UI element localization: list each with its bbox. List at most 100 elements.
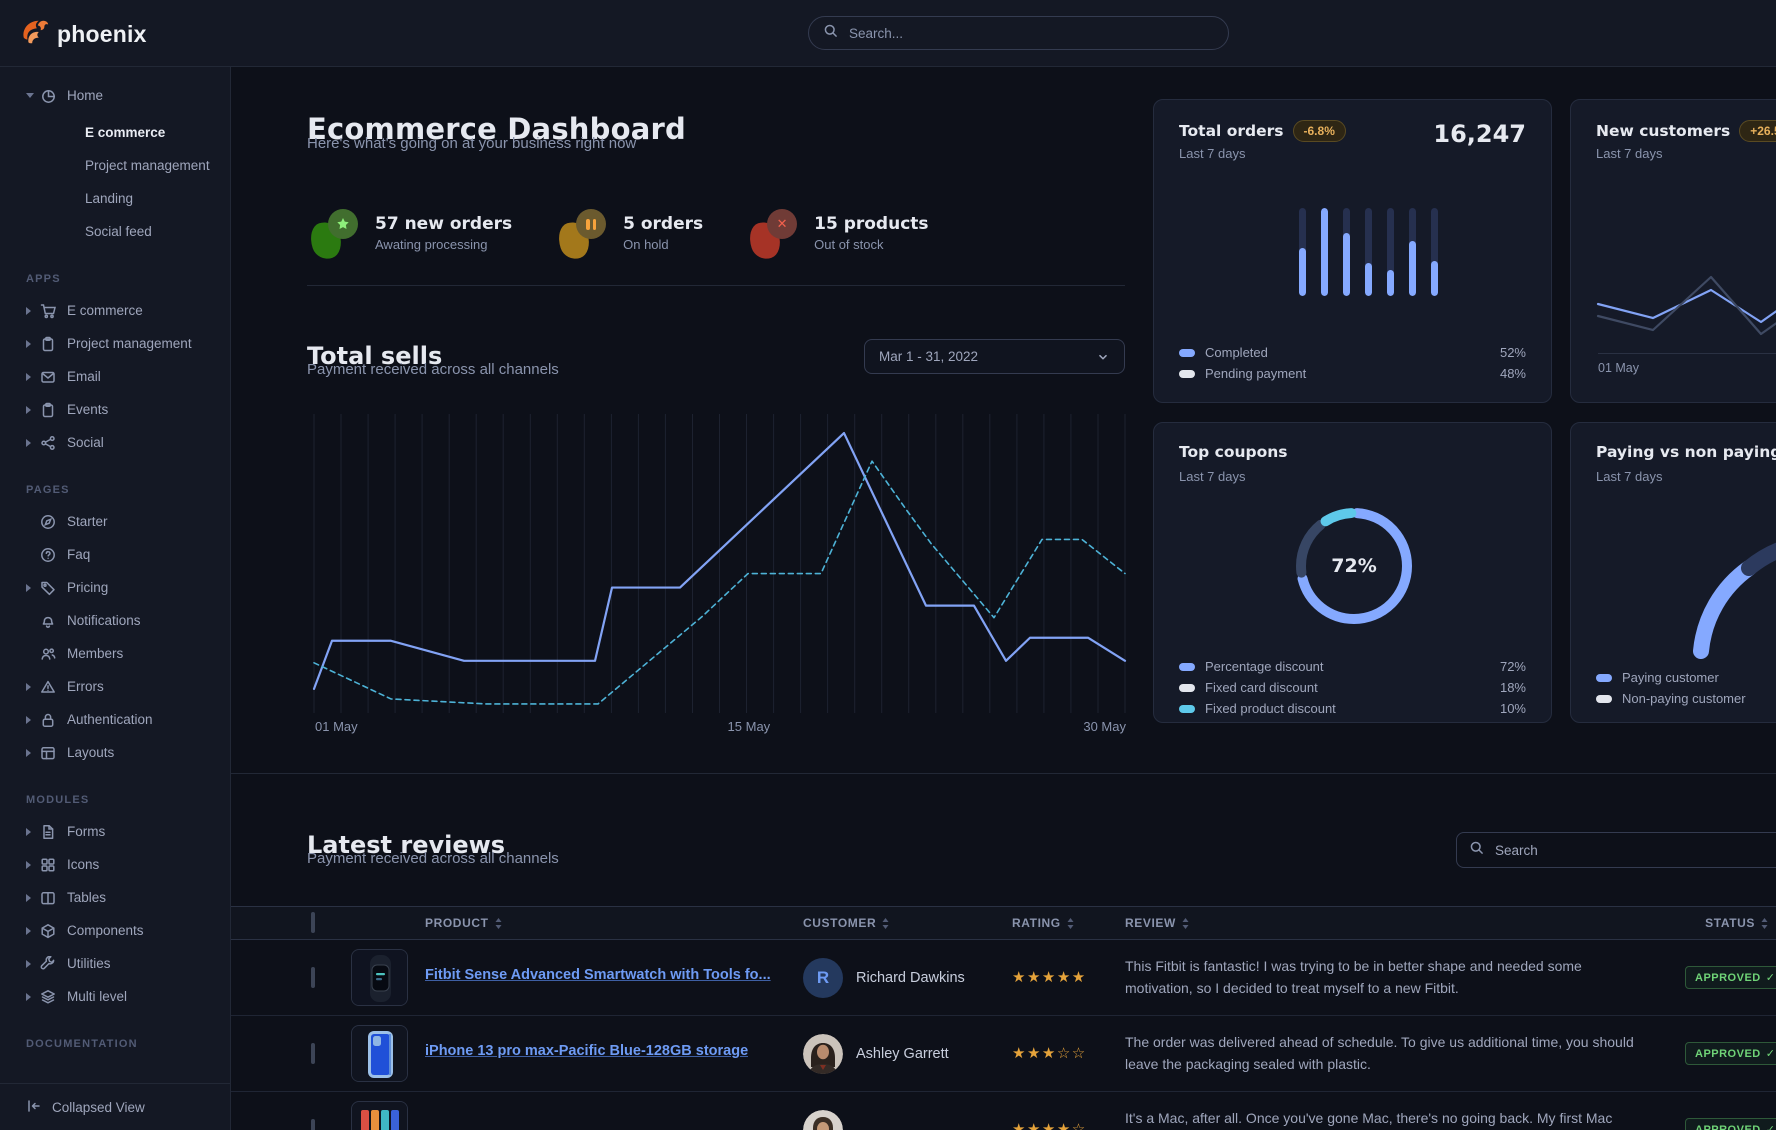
sidebar-item-label: Starter xyxy=(67,514,108,529)
global-search-input[interactable] xyxy=(847,24,1214,42)
sidebar-item-email[interactable]: Email xyxy=(0,360,230,393)
x-tick: 15 May xyxy=(727,719,771,734)
row-checkbox[interactable] xyxy=(311,1042,315,1064)
star-icon xyxy=(306,207,362,263)
sort-icon xyxy=(1182,917,1189,929)
legend-value: 48% xyxy=(1499,366,1526,381)
stat-caption: On hold xyxy=(623,237,669,252)
column-header-rating[interactable]: RATING xyxy=(1012,916,1125,930)
legend-value: 72% xyxy=(1499,659,1526,674)
sidebar-item-label: Members xyxy=(67,646,124,661)
collapse-sidebar-button[interactable]: Collapsed View xyxy=(0,1083,230,1130)
top-coupons-card: Top coupons Last 7 days 72% Percentage d… xyxy=(1153,422,1552,723)
column-header-review[interactable]: REVIEW xyxy=(1125,916,1685,930)
stat-new-orders: 57 new orders Awating processing xyxy=(306,207,512,263)
new-customers-card: New customers +26.5% Last 7 days 01 May xyxy=(1570,99,1776,403)
global-search[interactable] xyxy=(808,16,1229,50)
column-header-customer[interactable]: CUSTOMER xyxy=(803,916,1012,930)
column-header-product[interactable]: PRODUCT xyxy=(425,916,803,930)
divider xyxy=(307,285,1125,286)
sidebar-item-ecommerce-dashboard[interactable]: E commerce xyxy=(85,125,166,140)
sidebar-item-label: Icons xyxy=(67,857,100,872)
pie-chart-icon xyxy=(39,87,56,104)
card-period: Last 7 days xyxy=(1179,469,1246,484)
sidebar-item-label: Utilities xyxy=(67,956,111,971)
sidebar-item-label: Authentication xyxy=(67,712,153,727)
reviews-search[interactable] xyxy=(1456,832,1776,868)
latest-reviews-title: Latest reviews xyxy=(307,830,506,859)
caret-right-icon xyxy=(26,993,38,1001)
sidebar-scroll[interactable]: Home E commerce Project management Landi… xyxy=(0,67,230,1083)
sidebar-item-tables[interactable]: Tables xyxy=(0,881,230,914)
sidebar-item-events[interactable]: Events xyxy=(0,393,230,426)
legend-label: Pending payment xyxy=(1205,366,1307,381)
sort-icon xyxy=(1761,917,1768,929)
card-title: Top coupons xyxy=(1179,443,1288,461)
customer-name: Ashley Garrett xyxy=(856,1045,949,1062)
legend-swatch xyxy=(1179,704,1195,713)
sidebar-item-landing[interactable]: Landing xyxy=(85,191,134,206)
sidebar-item-notifications[interactable]: Notifications xyxy=(0,604,230,637)
row-checkbox[interactable] xyxy=(311,966,315,988)
card-period: Last 7 days xyxy=(1596,469,1663,484)
row-checkbox[interactable] xyxy=(311,1118,315,1130)
legend-value: 52% xyxy=(1499,345,1526,360)
sidebar-item-label: Forms xyxy=(67,824,106,839)
total-sells-title: Total sells xyxy=(307,341,443,370)
sidebar-group-home[interactable]: Home xyxy=(0,79,230,112)
sidebar-item-label: Components xyxy=(67,923,144,938)
sidebar-item-label: E commerce xyxy=(67,303,143,318)
collapse-arrow-icon xyxy=(26,1098,42,1117)
sidebar-item-project-management[interactable]: Project management xyxy=(0,327,230,360)
legend-item: Fixed product discount 10% xyxy=(1179,698,1526,719)
x-icon: ✕ xyxy=(745,207,801,263)
sidebar-item-label: Events xyxy=(67,402,109,417)
caret-right-icon xyxy=(26,584,38,592)
sidebar-item-label: Pricing xyxy=(67,580,109,595)
product-image-fitbit[interactable] xyxy=(351,949,408,1006)
sidebar-item-components[interactable]: Components xyxy=(0,914,230,947)
select-all-checkbox[interactable] xyxy=(311,912,315,933)
reviews-search-input[interactable] xyxy=(1493,841,1773,859)
sidebar-item-social-feed[interactable]: Social feed xyxy=(85,224,152,239)
caret-right-icon xyxy=(26,340,38,348)
sort-icon xyxy=(882,917,889,929)
sidebar-item-utilities[interactable]: Utilities xyxy=(0,947,230,980)
sidebar-item-starter[interactable]: Starter xyxy=(0,505,230,538)
sidebar-section-modules: MODULES xyxy=(26,794,90,806)
sidebar-item-forms[interactable]: Forms xyxy=(0,815,230,848)
tag-icon xyxy=(39,579,56,596)
sort-icon xyxy=(1067,917,1074,929)
sidebar-item-label: Layouts xyxy=(67,745,115,760)
sidebar-item-authentication[interactable]: Authentication xyxy=(0,703,230,736)
legend-swatch xyxy=(1179,662,1195,671)
x-tick: 01 May xyxy=(315,719,358,734)
caret-right-icon xyxy=(26,373,38,381)
sidebar-item-layouts[interactable]: Layouts xyxy=(0,736,230,769)
layout-icon xyxy=(39,744,56,761)
product-link[interactable]: iPhone 13 pro max-Pacific Blue-128GB sto… xyxy=(425,1043,749,1059)
product-link[interactable]: Fitbit Sense Advanced Smartwatch with To… xyxy=(425,967,771,983)
sidebar-item-ecommerce-app[interactable]: E commerce xyxy=(0,294,230,327)
sidebar-item-project-management-dashboard[interactable]: Project management xyxy=(85,158,210,173)
column-header-status[interactable]: STATUS xyxy=(1685,916,1776,930)
sidebar-item-social[interactable]: Social xyxy=(0,426,230,459)
sidebar-item-members[interactable]: Members xyxy=(0,637,230,670)
brand-logo[interactable]: phoenix xyxy=(20,17,147,52)
legend-swatch xyxy=(1596,694,1612,703)
sidebar-item-errors[interactable]: Errors xyxy=(0,670,230,703)
product-image-iphone[interactable] xyxy=(351,1025,408,1082)
sidebar-item-pricing[interactable]: Pricing xyxy=(0,571,230,604)
sidebar-item-faq[interactable]: Faq xyxy=(0,538,230,571)
cube-icon xyxy=(39,922,56,939)
sidebar-item-icons[interactable]: Icons xyxy=(0,848,230,881)
x-axis-line xyxy=(1598,353,1776,354)
caret-right-icon xyxy=(26,861,38,869)
product-image-macbook[interactable] xyxy=(351,1101,408,1130)
search-icon xyxy=(823,23,838,43)
sidebar-item-multi-level[interactable]: Multi level xyxy=(0,980,230,1013)
latest-reviews-subtitle: Payment received across all channels xyxy=(307,850,559,867)
caret-right-icon xyxy=(26,406,38,414)
file-text-icon xyxy=(39,823,56,840)
date-range-select[interactable]: Mar 1 - 31, 2022 xyxy=(864,339,1125,374)
